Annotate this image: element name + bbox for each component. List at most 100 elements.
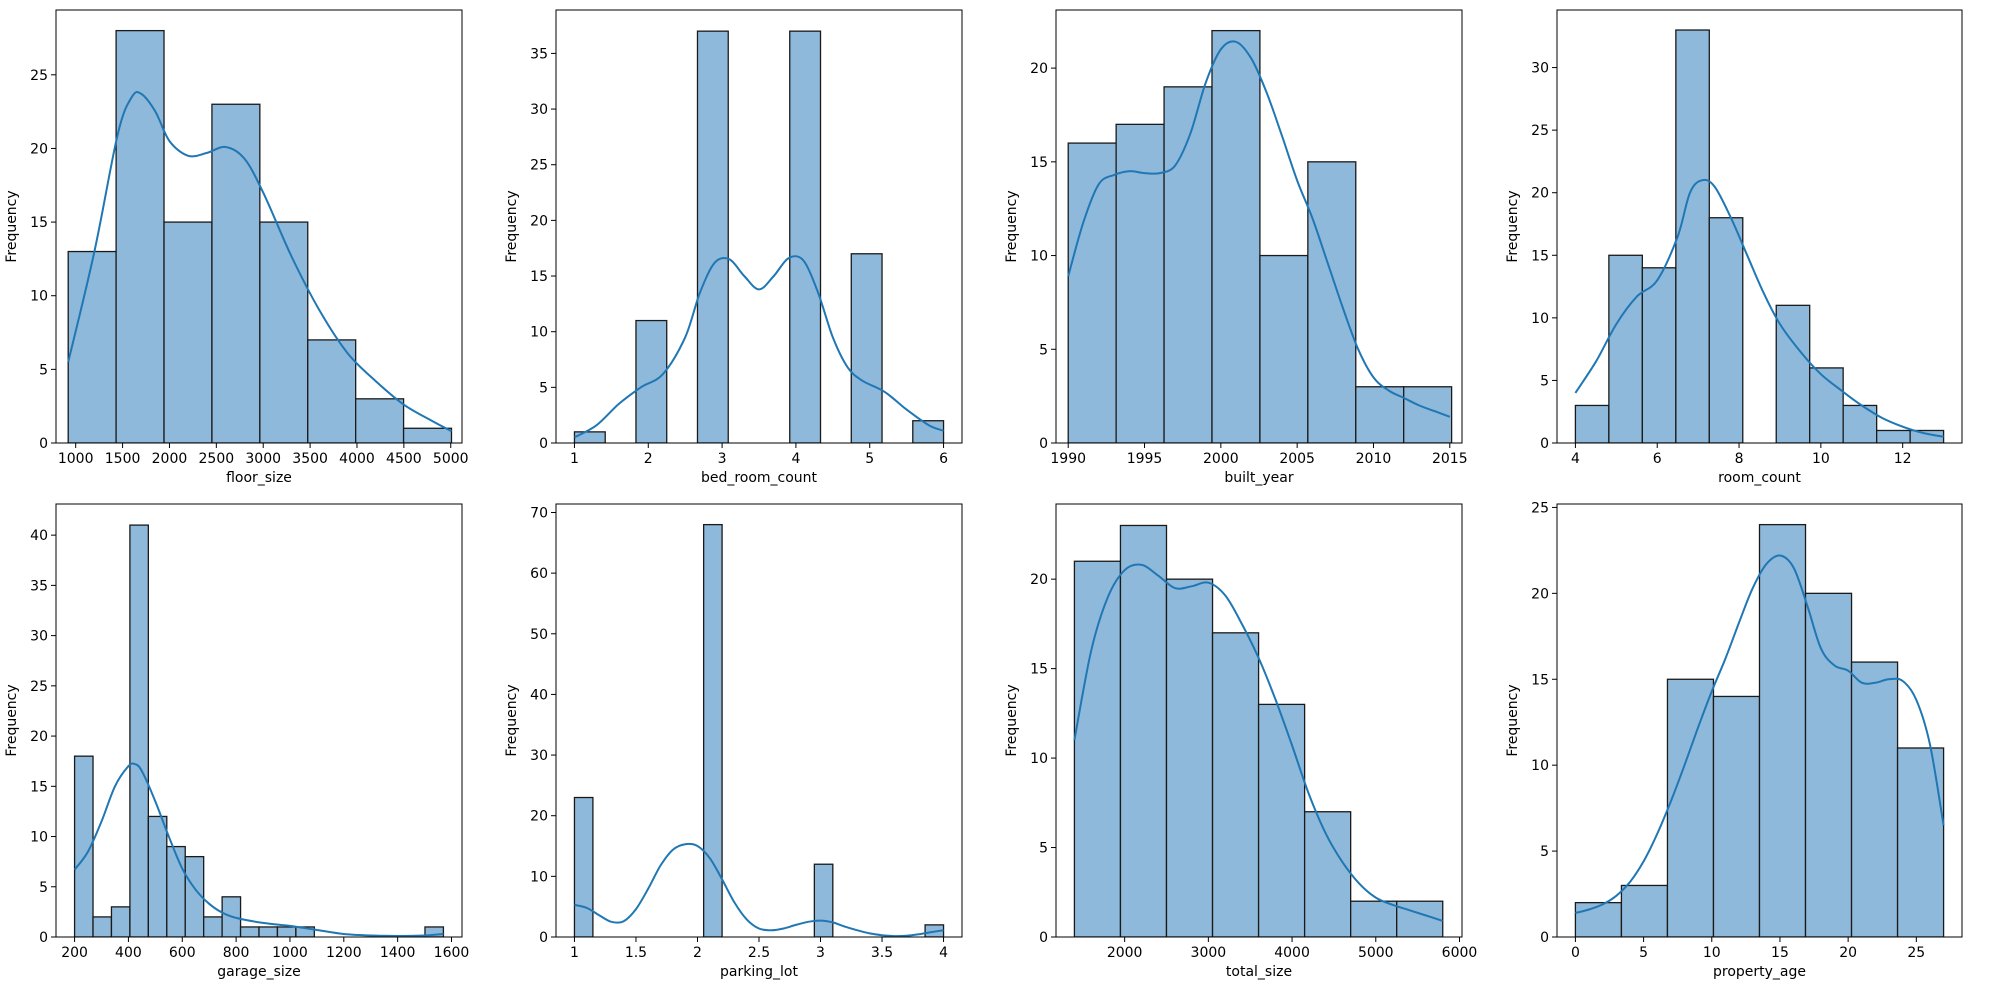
x-tick-label: 6 — [939, 451, 948, 467]
histogram-bar — [1211, 632, 1260, 937]
x-tick-label: 10 — [1703, 945, 1721, 961]
kde-curve — [574, 842, 944, 937]
y-tick-label: 25 — [530, 158, 548, 174]
y-tick-label: 5 — [1540, 844, 1549, 860]
y-tick-label: 5 — [1039, 841, 1048, 857]
y-tick-label: 20 — [1531, 586, 1549, 602]
y-tick-label: 0 — [39, 436, 48, 452]
x-tick-label: 15 — [1771, 945, 1789, 961]
x-tick-label: 6 — [1653, 451, 1662, 467]
x-tick-label: 2010 — [1356, 451, 1392, 467]
y-tick-label: 0 — [539, 930, 548, 946]
kde-curve — [574, 255, 944, 439]
x-tick-label: 1500 — [105, 451, 141, 467]
x-axis-label: property_age — [1713, 964, 1806, 980]
kde-curve — [67, 91, 452, 433]
y-tick-label: 15 — [1030, 662, 1048, 678]
y-tick-label: 50 — [530, 627, 548, 643]
x-axis-label: built_year — [1224, 470, 1294, 486]
histogram-bar — [1119, 524, 1168, 937]
kde-curve — [1575, 554, 1945, 914]
kde-curve — [73, 762, 444, 937]
x-tick-label: 5 — [1639, 945, 1648, 961]
y-tick-label: 0 — [1540, 930, 1549, 946]
histogram-bar — [73, 755, 94, 937]
y-tick-label: 30 — [30, 629, 48, 645]
y-tick-label: 10 — [1030, 249, 1048, 265]
y-tick-label: 10 — [30, 830, 48, 846]
histogram-bar — [184, 855, 205, 937]
x-tick-label: 4500 — [386, 451, 422, 467]
axes-frame — [555, 9, 963, 444]
histogram-bar — [1896, 747, 1945, 937]
histogram-bar — [696, 30, 729, 443]
x-tick-label: 200 — [61, 945, 88, 961]
y-tick-label: 30 — [530, 748, 548, 764]
x-tick-label: 1 — [570, 945, 579, 961]
x-tick-label: 1 — [570, 451, 579, 467]
histogram-bar — [163, 221, 213, 443]
x-tick-label: 4000 — [339, 451, 375, 467]
histogram-bar — [1211, 29, 1261, 443]
x-tick-label: 1.5 — [625, 945, 647, 961]
histogram-bar — [1758, 523, 1807, 937]
y-tick-label: 20 — [530, 213, 548, 229]
histogram-bar — [1165, 578, 1214, 937]
y-tick-label: 25 — [1531, 123, 1549, 139]
histogram-bar — [1257, 703, 1306, 937]
x-tick-label: 5000 — [1358, 945, 1394, 961]
x-axis-label: floor_size — [226, 470, 292, 486]
y-tick-label: 5 — [539, 380, 548, 396]
histogram-bar — [1355, 386, 1405, 443]
x-tick-label: 20 — [1839, 945, 1857, 961]
histogram-bar — [1804, 592, 1853, 937]
y-tick-label: 60 — [530, 566, 548, 582]
histogram-bar — [1115, 123, 1165, 443]
y-tick-label: 5 — [1039, 342, 1048, 358]
histogram-bar — [67, 250, 117, 443]
x-tick-label: 800 — [223, 945, 250, 961]
y-tick-label: 10 — [30, 289, 48, 305]
axes-frame — [1556, 9, 1963, 444]
y-tick-label: 0 — [39, 930, 48, 946]
y-tick-label: 20 — [1030, 61, 1048, 77]
x-tick-label: 3 — [816, 945, 825, 961]
y-tick-label: 70 — [530, 505, 548, 521]
y-tick-label: 30 — [1531, 61, 1549, 77]
x-tick-label: 1995 — [1127, 451, 1163, 467]
x-tick-label: 25 — [1907, 945, 1925, 961]
y-tick-label: 35 — [30, 578, 48, 594]
y-tick-label: 35 — [530, 46, 548, 62]
y-axis-label: Frequency — [1004, 684, 1020, 756]
x-axis-label: bed_room_count — [701, 470, 818, 486]
histogram-bar — [115, 29, 165, 443]
histogram-bar — [295, 926, 315, 937]
x-tick-label: 1200 — [326, 945, 362, 961]
histogram-bar — [1809, 367, 1844, 443]
x-tick-label: 3 — [718, 451, 727, 467]
y-tick-label: 15 — [30, 779, 48, 795]
y-tick-label: 10 — [1030, 751, 1048, 767]
x-tick-label: 400 — [115, 945, 142, 961]
x-tick-label: 3000 — [245, 451, 281, 467]
histogram-bar — [1574, 901, 1623, 937]
y-tick-label: 20 — [1531, 186, 1549, 202]
x-tick-label: 2500 — [199, 451, 235, 467]
y-tick-label: 5 — [39, 880, 48, 896]
y-tick-label: 15 — [30, 215, 48, 231]
y-tick-label: 10 — [1531, 758, 1549, 774]
y-tick-label: 5 — [1540, 373, 1549, 389]
y-axis-label: Frequency — [1505, 684, 1521, 756]
x-tick-label: 1990 — [1050, 451, 1086, 467]
y-tick-label: 15 — [1531, 672, 1549, 688]
histogram-bar — [211, 103, 261, 443]
y-tick-label: 30 — [530, 102, 548, 118]
x-axis-label: garage_size — [217, 964, 300, 980]
y-tick-label: 10 — [530, 325, 548, 341]
